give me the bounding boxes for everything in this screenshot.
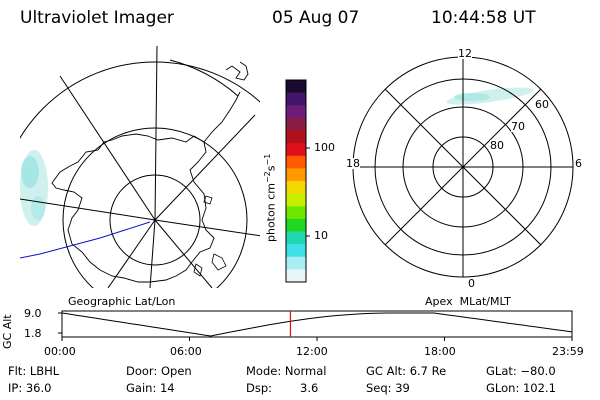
xtick-label-1800: 18:00 (424, 345, 456, 358)
lat-circle-inner (109, 174, 201, 266)
colorbar-band (286, 244, 306, 258)
seq-info: Seq: 39 (366, 381, 410, 395)
date-label: 05 Aug 07 (272, 8, 360, 28)
colorbar-band (286, 231, 306, 245)
colorbar-band (286, 92, 306, 106)
lat-circle-outer (20, 61, 260, 139)
meridian (59, 75, 156, 221)
altitude-plot (58, 310, 573, 341)
glon-info: GLon: 102.1 (486, 381, 556, 395)
meridian (20, 198, 156, 221)
colorbar-band (286, 206, 306, 220)
xtick-label-1200: 12:00 (296, 345, 328, 358)
xtick-label-2359: 23:59 (552, 345, 584, 358)
colorbar-frame (285, 79, 307, 283)
meridian (154, 114, 256, 221)
altitude-curve (61, 312, 573, 337)
mode-info: Mode: Normal (246, 364, 327, 378)
meridian (107, 219, 156, 288)
meridian (149, 219, 156, 288)
mlat-label-80: 80 (490, 139, 504, 152)
mlt-diagonal (384, 88, 542, 246)
lat-arc-top (169, 59, 239, 97)
colorbar-tick-label-100: 100 (314, 141, 335, 154)
mlt-label-12: 12 (458, 47, 472, 60)
altitude-plot-frame (61, 310, 573, 338)
meridian (154, 219, 260, 237)
colorbar-band (286, 181, 306, 195)
colorbar-band (286, 105, 306, 119)
dsp-value: 3.6 (300, 381, 319, 395)
antarctica-coastline (51, 133, 215, 283)
lat-circle-mid (62, 127, 248, 288)
door-info: Door: Open (126, 364, 192, 378)
geographic-map (20, 45, 260, 288)
geographic-panel-label: Geographic Lat/Lon (68, 295, 176, 308)
colorbar-band (286, 117, 306, 131)
mlat-label-60: 60 (535, 98, 549, 111)
altitude-ytick-9: 9.0 (24, 307, 42, 320)
colorbar-band (286, 193, 306, 207)
apex-panel-label: Apex MLat/MLT (425, 295, 511, 308)
apex-polar-plot (352, 56, 574, 278)
dsp-label: Dsp: (246, 381, 273, 395)
colorbar-band (286, 218, 306, 232)
aurora-emission-right (446, 87, 534, 105)
xtick-label-0000: 00:00 (44, 345, 76, 358)
mlat-label-70: 70 (511, 120, 525, 133)
altitude-ytick-1.8: 1.8 (24, 327, 42, 340)
mlt-label-6: 6 (575, 157, 582, 170)
colorbar (286, 80, 306, 283)
mlt-label-0: 0 (468, 277, 475, 290)
instrument-title: Ultraviolet Imager (20, 8, 174, 28)
altitude-ylabel: GC Alt (1, 314, 14, 349)
xtick-label-0600: 06:00 (170, 345, 202, 358)
colorbar-band (286, 80, 306, 94)
colorbar-band (286, 256, 306, 270)
glat-info: GLat: −80.0 (486, 364, 556, 378)
colorbar-band (286, 269, 306, 283)
ip-info: IP: 36.0 (8, 381, 52, 395)
meridian (154, 219, 213, 288)
filter-info: Flt: LBHL (8, 364, 60, 378)
colorbar-tick-label-10: 10 (314, 229, 328, 242)
meridian (154, 45, 158, 221)
colorbar-band (286, 143, 306, 157)
gc-alt-info: GC Alt: 6.7 Re (366, 364, 447, 378)
colorbar-band (286, 130, 306, 144)
gain-info: Gain: 14 (126, 381, 175, 395)
colorbar-band (286, 168, 306, 182)
island (211, 253, 227, 271)
island (193, 263, 203, 277)
antarctic-peninsula (203, 91, 241, 143)
colorbar-unit-label: photon cm−2s−1 (263, 153, 278, 242)
time-label: 10:44:58 UT (431, 8, 536, 28)
island (203, 195, 213, 205)
south-america-tip (225, 61, 249, 81)
mlt-label-18: 18 (346, 157, 360, 170)
terminator-line (20, 221, 151, 259)
colorbar-band (286, 155, 306, 169)
aurora-emission-left (20, 150, 48, 226)
